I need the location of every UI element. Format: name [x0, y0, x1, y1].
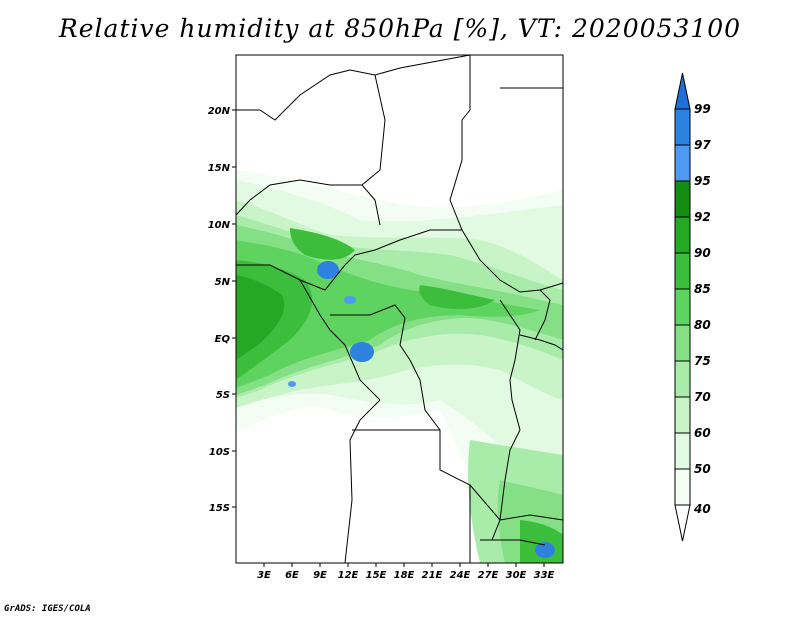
humidity-80-region	[236, 240, 540, 388]
humidity-97-cell-congo	[350, 342, 374, 362]
colorbar-swatch	[674, 396, 691, 434]
humidity-90-region	[236, 275, 285, 360]
colorbar-swatch	[674, 360, 691, 398]
colorbar-swatch	[674, 324, 691, 362]
colorbar-label: 92	[694, 210, 711, 224]
humidity-95-cell-w	[288, 381, 296, 387]
colorbar-label: 75	[694, 354, 711, 368]
colorbar-swatch	[674, 180, 691, 218]
colorbar-swatch	[674, 252, 691, 290]
colorbar-swatch	[674, 144, 691, 182]
colorbar-swatch	[674, 468, 691, 506]
lon-axis: 3E 6E 9E 12E 15E 18E 21E 24E 27E 30E 33E	[257, 563, 555, 581]
colorbar-label: 50	[694, 462, 711, 476]
lat-tick-label: 20N	[208, 106, 231, 117]
colorbar-swatch	[674, 432, 691, 470]
colorbar-label: 90	[694, 246, 711, 260]
lat-tick-label: EQ	[215, 334, 231, 345]
humidity-97-cell-cameroon	[317, 261, 339, 279]
humidity-85-region-3	[419, 285, 495, 310]
lon-tick-label: 3E	[257, 570, 271, 581]
lon-tick-label: 6E	[285, 570, 299, 581]
colorbar-label: 70	[694, 390, 711, 404]
colorbar-swatch	[674, 504, 691, 542]
colorbar-swatch	[674, 108, 691, 146]
humidity-85-region-2	[290, 228, 355, 260]
colorbar-label: 60	[694, 426, 711, 440]
lon-tick-label: 21E	[422, 570, 443, 581]
map-title: Relative humidity at 850hPa [%], VT: 202…	[58, 14, 742, 43]
lon-tick-label: 27E	[478, 570, 499, 581]
humidity-95-cell-gabon	[344, 296, 356, 304]
lon-tick-label: 18E	[394, 570, 415, 581]
lat-tick-label: 5S	[216, 390, 230, 401]
colorbar-label: 85	[694, 282, 711, 296]
lon-tick-label: 9E	[313, 570, 327, 581]
colorbar: 99 97 95 92 90 85 80 75 70 60 50 40	[674, 72, 711, 542]
lon-tick-label: 30E	[506, 570, 527, 581]
country-borders	[235, 54, 564, 564]
colorbar-swatches	[674, 72, 691, 542]
lat-axis: 20N 15N 10N 5N EQ 5S 10S 15S	[208, 106, 236, 514]
lon-tick-label: 15E	[366, 570, 387, 581]
lon-tick-label: 12E	[338, 570, 359, 581]
colorbar-label: 95	[694, 174, 711, 188]
colorbar-swatch	[674, 288, 691, 326]
grads-credit: GrADS: IGES/COLA	[4, 604, 91, 614]
lat-tick-label: 5N	[215, 277, 231, 288]
humidity-95-cell-se	[535, 542, 555, 558]
lat-tick-label: 10N	[208, 220, 231, 231]
lat-tick-label: 15S	[209, 503, 230, 514]
colorbar-label: 80	[694, 318, 711, 332]
colorbar-label: 97	[694, 138, 711, 152]
humidity-field	[236, 170, 563, 563]
colorbar-label: 99	[694, 102, 711, 116]
lat-tick-label: 15N	[208, 163, 231, 174]
colorbar-label: 40	[693, 502, 711, 516]
colorbar-swatch	[674, 72, 691, 110]
lat-tick-label: 10S	[209, 447, 230, 458]
colorbar-swatch	[674, 216, 691, 254]
lon-tick-label: 24E	[450, 570, 471, 581]
lon-tick-label: 33E	[534, 570, 555, 581]
map-panel	[235, 54, 564, 564]
